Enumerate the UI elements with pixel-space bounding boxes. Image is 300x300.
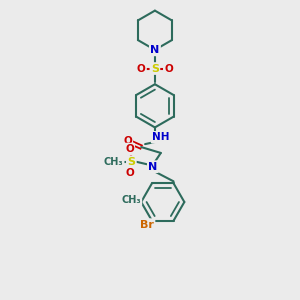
Text: N: N xyxy=(148,162,158,172)
Text: NH: NH xyxy=(152,132,169,142)
Text: Br: Br xyxy=(140,220,154,230)
Text: S: S xyxy=(128,157,135,167)
Text: O: O xyxy=(164,64,173,74)
Text: O: O xyxy=(137,64,146,74)
Text: CH₃: CH₃ xyxy=(122,195,141,205)
Text: O: O xyxy=(125,168,134,178)
Text: O: O xyxy=(125,144,134,154)
Text: N: N xyxy=(150,45,160,55)
Text: CH₃: CH₃ xyxy=(104,157,124,167)
Text: O: O xyxy=(123,136,132,146)
Text: S: S xyxy=(151,64,159,74)
